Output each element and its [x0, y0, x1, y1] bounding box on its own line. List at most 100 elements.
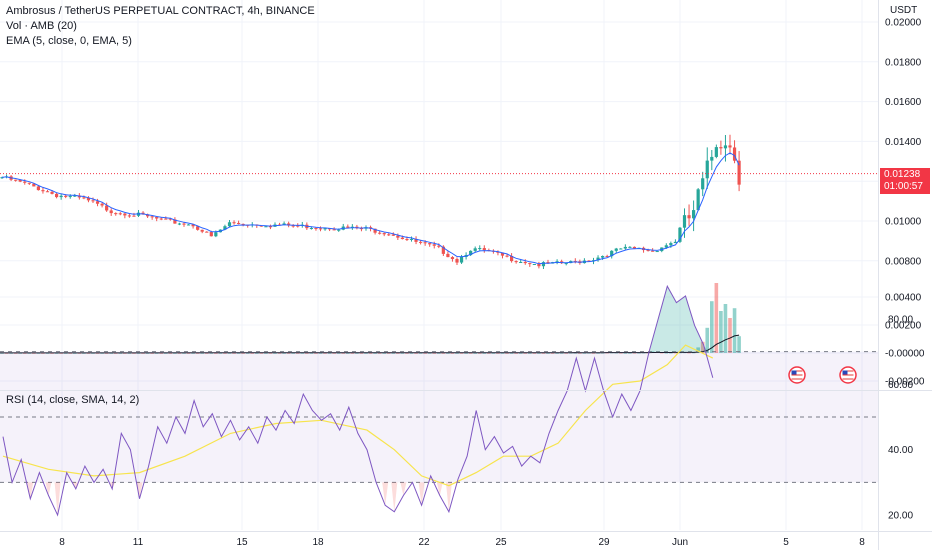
- candle-body: [710, 156, 714, 161]
- candle-body: [737, 160, 741, 185]
- candle-body: [655, 251, 659, 253]
- candle-body: [237, 222, 241, 224]
- candle: [619, 248, 623, 250]
- event-flags[interactable]: [788, 366, 857, 384]
- candle: [432, 241, 436, 249]
- ema-line: [1, 152, 740, 265]
- volume-bar: [700, 341, 705, 353]
- candle-body: [64, 195, 68, 197]
- candle: [409, 236, 414, 242]
- candle-body: [59, 195, 63, 198]
- candle-body: [332, 229, 336, 231]
- candle: [673, 239, 677, 244]
- candle: [628, 246, 632, 248]
- candle-body: [173, 219, 177, 224]
- volume-bar: [623, 352, 628, 354]
- candle: [346, 224, 350, 228]
- time-tick-label: 8: [59, 537, 65, 548]
- candle-body: [18, 179, 22, 182]
- candle: [723, 135, 728, 162]
- candle: [682, 208, 687, 238]
- candle: [692, 200, 696, 232]
- candle-body: [555, 261, 559, 263]
- volume-pane[interactable]: [0, 283, 741, 354]
- us-flag-icon[interactable]: [839, 366, 857, 384]
- candle: [109, 208, 113, 216]
- candle-body: [68, 196, 72, 198]
- time-tick-label: 8: [859, 537, 865, 548]
- candle-body: [164, 218, 168, 220]
- candle: [100, 202, 104, 208]
- candle: [687, 204, 691, 226]
- candle: [710, 149, 714, 171]
- candle-body: [291, 225, 295, 227]
- candle-body: [378, 232, 382, 234]
- rsi-pane[interactable]: [0, 284, 878, 517]
- candle-body: [27, 182, 31, 184]
- candle-body: [136, 212, 141, 216]
- candle: [728, 134, 732, 155]
- candle-body: [459, 256, 464, 263]
- candle: [232, 220, 236, 225]
- volume-bar: [719, 311, 723, 353]
- candle: [446, 251, 450, 258]
- candle: [36, 185, 40, 191]
- candle-body: [409, 238, 414, 240]
- candle: [505, 253, 509, 258]
- time-tick-label: 15: [236, 537, 248, 548]
- candle: [237, 220, 241, 225]
- bar-countdown: 01:00:57: [884, 181, 923, 192]
- candle-body: [651, 250, 655, 252]
- time-tick-label: 11: [133, 537, 144, 548]
- candle: [118, 212, 122, 216]
- candle-body: [432, 244, 436, 246]
- candle-body: [41, 190, 45, 192]
- candle-body: [205, 231, 209, 233]
- volume-tick-label: 0.00200: [885, 321, 922, 332]
- candle-body: [168, 218, 172, 220]
- candle-body: [528, 263, 532, 265]
- candle-body: [132, 215, 136, 217]
- candle-body: [159, 218, 163, 220]
- candle-body: [209, 232, 213, 237]
- candle: [455, 257, 459, 265]
- volume-indicator-legend[interactable]: Vol · AMB (20): [6, 20, 77, 32]
- candle-body: [36, 186, 40, 191]
- candle: [428, 242, 432, 247]
- candle: [596, 255, 600, 262]
- candle-body: [227, 222, 232, 227]
- candle-body: [155, 217, 159, 219]
- volume-bar: [687, 352, 691, 354]
- us-flag-icon[interactable]: [788, 366, 806, 384]
- candle-body: [632, 246, 637, 249]
- candle-body: [346, 226, 350, 228]
- candle-body: [287, 223, 291, 226]
- candle: [123, 213, 127, 219]
- candle-body: [496, 251, 500, 253]
- ema-indicator-legend[interactable]: EMA (5, close, 0, EMA, 5): [6, 35, 132, 47]
- rsi-overbought-fill: [644, 286, 709, 352]
- candle: [537, 261, 541, 269]
- price-pane[interactable]: [0, 134, 878, 269]
- flag-stripe: [791, 370, 803, 372]
- rsi-oversold-fill: [382, 482, 389, 506]
- volume-bar: [673, 352, 678, 354]
- candle: [86, 196, 91, 203]
- candle-body: [623, 246, 627, 249]
- candle: [478, 245, 482, 251]
- rsi-indicator-legend[interactable]: RSI (14, close, SMA, 14, 2): [6, 394, 140, 406]
- candle: [732, 140, 737, 164]
- rsi-oversold-fill: [400, 482, 407, 496]
- flag-stripe: [791, 372, 803, 374]
- candle: [450, 256, 455, 262]
- candle-body: [296, 225, 300, 227]
- rsi-oversold-fill: [436, 482, 443, 496]
- candle: [623, 244, 627, 250]
- current-price-label: 0.01238 01:00:57: [880, 168, 930, 194]
- candle-body: [196, 226, 200, 230]
- candle-body: [646, 250, 650, 252]
- candle: [532, 263, 536, 265]
- candle: [341, 223, 345, 231]
- price-axis-unit[interactable]: USDT: [890, 5, 918, 16]
